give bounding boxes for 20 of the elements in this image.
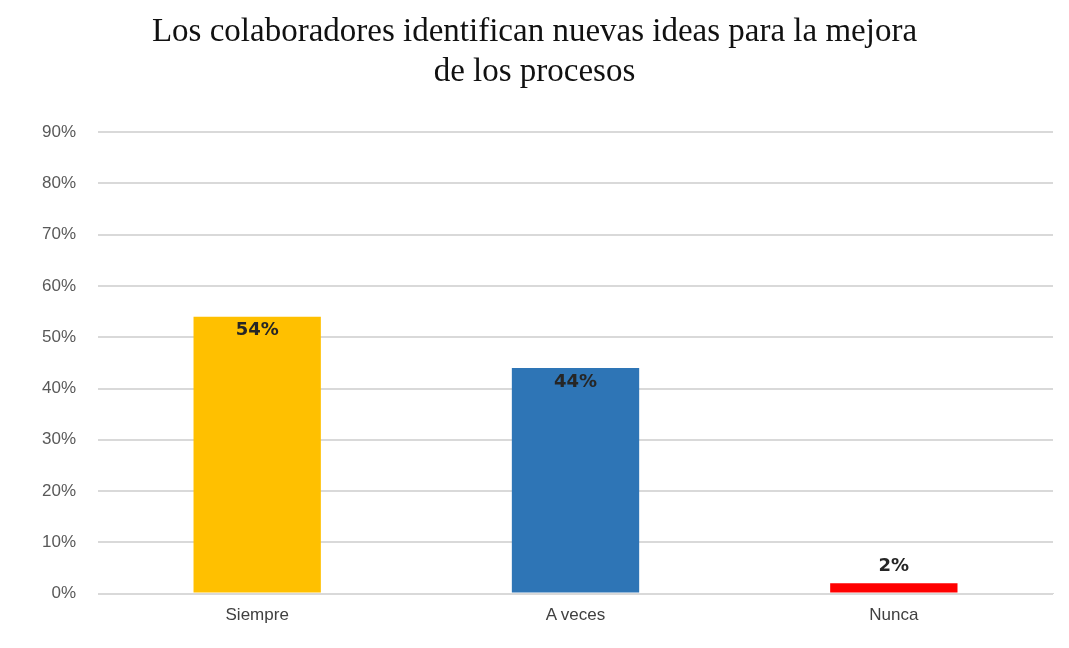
bar bbox=[193, 316, 321, 593]
data-label: 44% bbox=[553, 369, 598, 391]
y-tick-label: 30% bbox=[41, 429, 77, 449]
y-tick-label: 0% bbox=[51, 583, 77, 603]
x-tick-label: Siempre bbox=[225, 605, 289, 625]
data-label: 2% bbox=[878, 554, 910, 576]
y-tick-label: 60% bbox=[41, 275, 77, 295]
y-tick-label: 50% bbox=[41, 326, 77, 346]
y-tick-label: 10% bbox=[41, 532, 77, 552]
chart-title: Los colaboradores identifican nuevas ideas para la mejora de los procesos bbox=[150, 11, 919, 90]
y-tick-label: 80% bbox=[41, 173, 77, 193]
y-tick-label: 40% bbox=[41, 378, 77, 398]
x-tick-label: A veces bbox=[545, 605, 606, 625]
bar bbox=[830, 583, 958, 593]
y-tick-label: 70% bbox=[41, 224, 77, 244]
x-tick-label: Nunca bbox=[869, 605, 919, 625]
data-label: 54% bbox=[235, 318, 279, 340]
y-tick-label: 20% bbox=[41, 480, 77, 500]
y-tick-label: 90% bbox=[41, 121, 77, 141]
bar bbox=[511, 368, 640, 593]
